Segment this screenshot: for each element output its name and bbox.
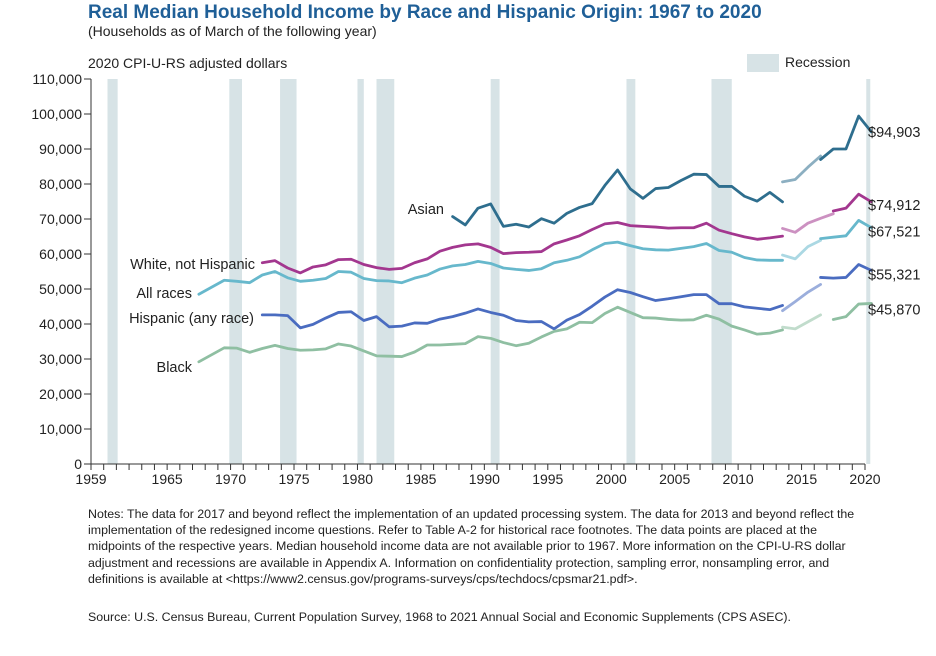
- y-tick-label: 60,000: [39, 246, 82, 262]
- recession-band: [866, 79, 871, 464]
- x-tick-label: 2020: [849, 471, 880, 487]
- series-lines: [197, 114, 873, 364]
- series-line-hispanic-any-race: [781, 283, 822, 313]
- y-tick-label: 40,000: [39, 316, 82, 332]
- series-line-asian: [451, 168, 784, 229]
- series-line-asian: [781, 154, 822, 184]
- series-line-all-races: [819, 218, 873, 241]
- series-line-asian: [819, 114, 873, 161]
- series-line-black: [831, 302, 873, 321]
- x-axis: 1959 1965 1970 1975 1980 1985 1990 1995 2000 2005…: [75, 463, 881, 487]
- series-annotations: Asian White, not Hispanic All races Hispani…: [129, 202, 444, 376]
- y-tick-label: 10,000: [39, 421, 82, 437]
- recession-band: [280, 79, 297, 464]
- legend: Recession: [747, 54, 850, 72]
- x-tick-label: 2005: [659, 471, 690, 487]
- end-value-label: $94,903: [868, 125, 920, 141]
- recession-bands: [107, 79, 871, 464]
- end-value-label: $45,870: [868, 302, 920, 318]
- end-value-label: $74,912: [868, 198, 920, 214]
- series-label: All races: [136, 286, 192, 302]
- recession-band: [357, 79, 364, 464]
- x-tick-label: 1965: [152, 471, 183, 487]
- series-line-white-not-hispanic: [831, 192, 873, 213]
- y-tick-label: 70,000: [39, 211, 82, 227]
- chart-notes: Notes: The data for 2017 and beyond refl…: [88, 507, 855, 586]
- series-line-hispanic-any-race: [819, 263, 873, 280]
- x-tick-label: 2010: [723, 471, 754, 487]
- series-line-hispanic-any-race: [260, 288, 784, 331]
- x-tick-label: 1980: [342, 471, 373, 487]
- x-tick-label: 1995: [532, 471, 563, 487]
- income-line-chart: 0 10,000 20,000 30,000 40,000 50,000 60,000 70,…: [31, 54, 920, 487]
- recession-band: [376, 79, 395, 464]
- series-line-all-races: [781, 238, 822, 261]
- series-label: Asian: [408, 202, 444, 218]
- y-tick-label: 100,000: [31, 106, 82, 122]
- y-tick-label: 110,000: [32, 71, 82, 87]
- y-tick-label: 30,000: [39, 351, 82, 367]
- x-tick-label: 1990: [469, 471, 500, 487]
- series-label: Black: [157, 360, 193, 376]
- y-tick-label: 0: [74, 456, 82, 472]
- y-tick-label: 90,000: [39, 141, 82, 157]
- series-label: White, not Hispanic: [130, 257, 255, 273]
- y-tick-label: 80,000: [39, 176, 82, 192]
- recession-band: [107, 79, 118, 464]
- end-value-label: $67,521: [868, 225, 920, 241]
- y-axis: 0 10,000 20,000 30,000 40,000 50,000 60,000 70,…: [31, 71, 92, 472]
- x-tick-label: 2000: [596, 471, 627, 487]
- x-tick-label: 1970: [215, 471, 246, 487]
- x-tick-label: 1985: [405, 471, 436, 487]
- recession-band: [229, 79, 242, 464]
- recession-band: [626, 79, 636, 464]
- end-value-labels: $94,903 $74,912 $67,521 $55,321 $45,870: [868, 125, 920, 319]
- recession-legend-swatch: [747, 54, 779, 72]
- series-label: Hispanic (any race): [129, 311, 254, 327]
- series-line-white-not-hispanic: [781, 212, 835, 234]
- recession-legend-label: Recession: [785, 54, 850, 70]
- end-value-label: $55,321: [868, 267, 920, 283]
- series-line-black: [781, 313, 822, 331]
- chart-title: Real Median Household Income by Race and…: [88, 2, 762, 23]
- chart-source: Source: U.S. Census Bureau, Current Popu…: [88, 610, 791, 624]
- x-tick-label: 2015: [786, 471, 817, 487]
- series-line-black: [197, 305, 784, 364]
- recession-band: [711, 79, 732, 464]
- y-tick-label: 50,000: [39, 281, 82, 297]
- y-tick-label: 20,000: [39, 386, 82, 402]
- recession-band: [490, 79, 500, 464]
- x-tick-label: 1975: [278, 471, 309, 487]
- series-line-all-races: [197, 240, 784, 296]
- chart-subtitle: (Households as of March of the following…: [88, 23, 377, 39]
- y-unit-label: 2020 CPI-U-RS adjusted dollars: [88, 55, 288, 71]
- series-line-white-not-hispanic: [260, 221, 784, 275]
- x-tick-label: 1959: [75, 471, 106, 487]
